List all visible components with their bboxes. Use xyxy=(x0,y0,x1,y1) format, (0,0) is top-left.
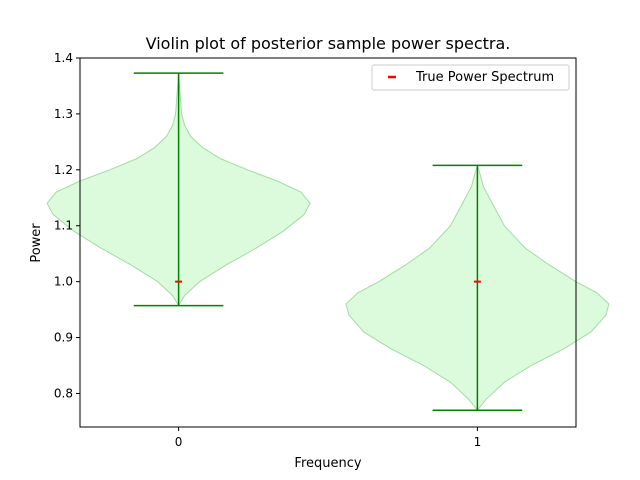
legend: True Power Spectrum xyxy=(371,64,570,91)
x-tick-label-1: 1 xyxy=(474,435,482,449)
y-tick-label-1.1: 1.1 xyxy=(54,219,73,233)
y-tick-label-0.9: 0.9 xyxy=(54,331,73,345)
legend-box xyxy=(371,64,570,91)
ticks-layer: 0 1 0.8 0.9 1.0 1.1 1.2 1.3 1.4 xyxy=(54,51,481,449)
x-tick-label-0: 0 xyxy=(175,435,183,449)
y-tick-label-1.0: 1.0 xyxy=(54,275,73,289)
plot-area-frame xyxy=(79,57,577,428)
y-axis-label: Power xyxy=(29,223,44,263)
chart-title: Violin plot of posterior sample power sp… xyxy=(146,34,511,53)
y-tick-label-0.8: 0.8 xyxy=(54,386,73,400)
legend-label-true-power-spectrum: True Power Spectrum xyxy=(415,70,554,85)
y-tick-label-1.2: 1.2 xyxy=(54,163,73,177)
y-tick-label-1.3: 1.3 xyxy=(54,107,73,121)
y-tick-label-1.4: 1.4 xyxy=(54,51,73,65)
violins-layer xyxy=(46,72,610,412)
x-axis-label: Frequency xyxy=(294,456,361,471)
